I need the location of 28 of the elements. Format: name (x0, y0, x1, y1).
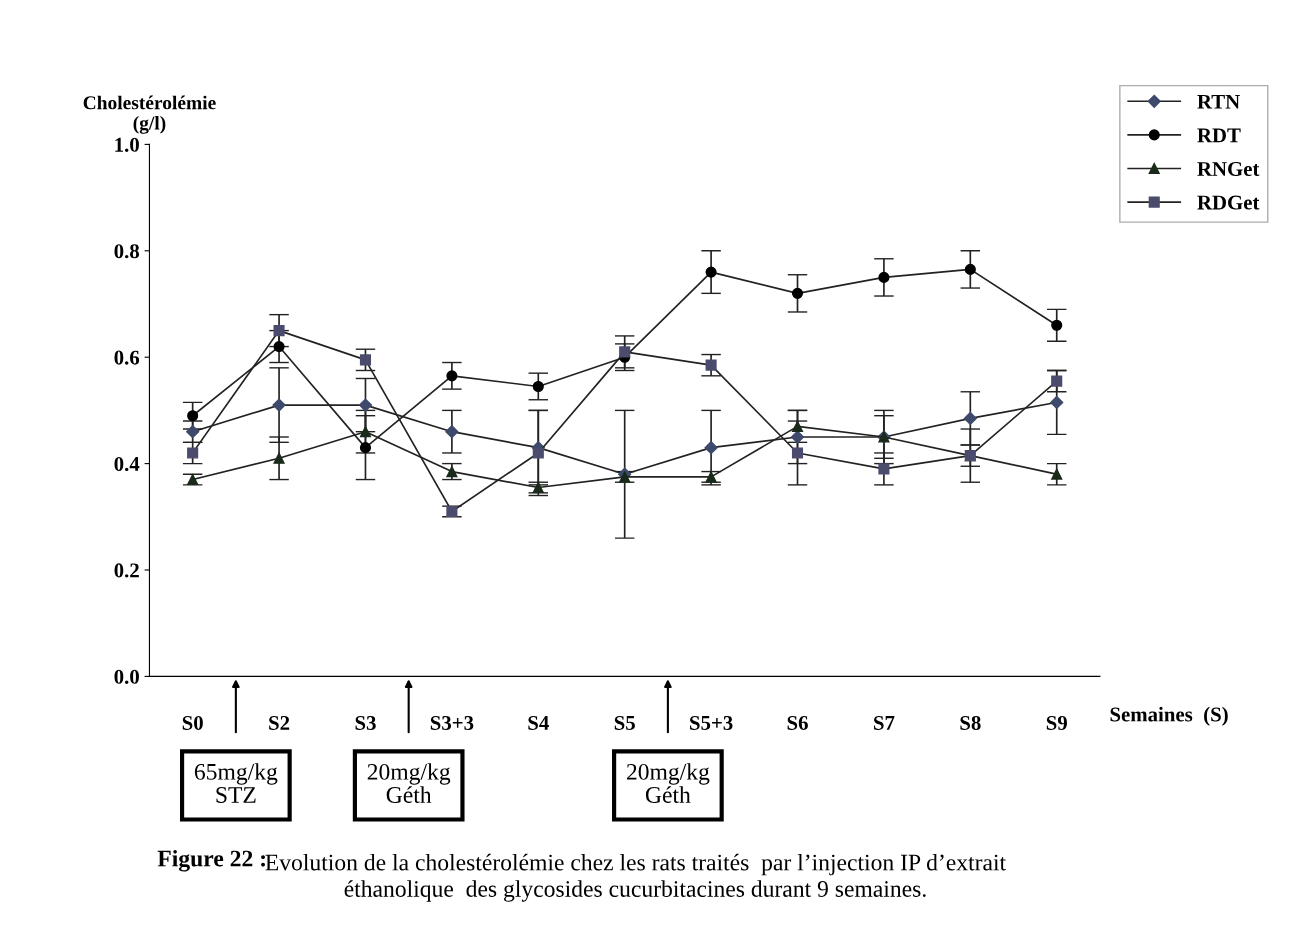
x-tick-label: S8 (960, 715, 981, 730)
x-tick-label: S3 (355, 715, 376, 730)
y-tick-label: 0.0 (114, 669, 139, 684)
legend-label: RDGet (1197, 195, 1260, 210)
x-tick-label: S3+3 (430, 715, 474, 730)
y-tick-label: 0.6 (114, 350, 140, 365)
legend-label: RDT (1197, 128, 1241, 143)
x-tick-label: S0 (182, 715, 203, 730)
text: 65mg/kg STZ (194, 763, 278, 803)
caption: Figure 22 : (157, 849, 265, 872)
legend-label: RNGet (1197, 161, 1260, 176)
y-axis-title: Cholestérolémie (g/l) (83, 95, 216, 134)
text: Evolution de la cholestérolémie chez les rats traités par l’injection IP d’extrait éthanolique des glycosides cucurbitacines durant 9 semaines. (265, 853, 1006, 902)
text: 20mg/kg Géth (367, 763, 451, 803)
x-tick-label: S9 (1046, 715, 1067, 730)
x-tick-label: S5 (614, 715, 635, 730)
legend-label: RTN (1197, 94, 1240, 109)
x-tick-label: S7 (874, 715, 895, 730)
text: 20mg/kg Géth (626, 763, 710, 803)
x-tick-label: S5+3 (690, 715, 733, 730)
x-tick-label: S4 (528, 715, 549, 730)
x-axis-title: Semaines (S) (1110, 706, 1228, 726)
y-tick-label: 0.4 (114, 456, 140, 472)
x-tick-label: S6 (787, 715, 808, 730)
y-tick-label: 1.0 (115, 137, 139, 152)
y-tick-label: 0.2 (114, 563, 139, 578)
x-tick-label: S2 (269, 715, 290, 730)
y-tick-label: 0.8 (114, 244, 140, 259)
